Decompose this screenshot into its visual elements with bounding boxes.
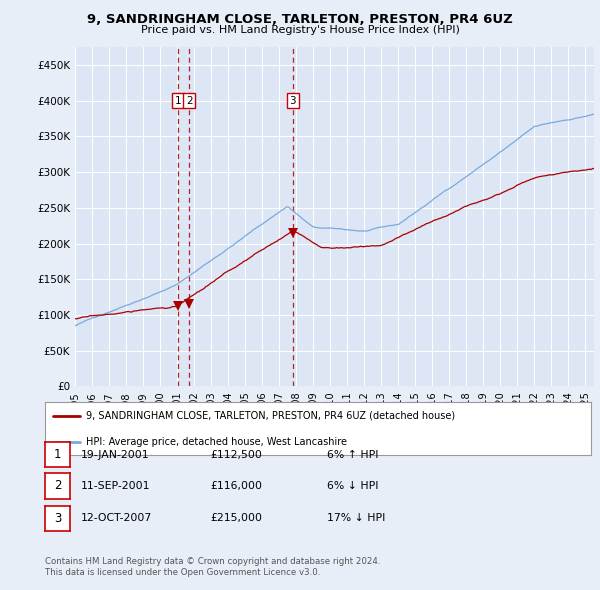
Text: 9, SANDRINGHAM CLOSE, TARLETON, PRESTON, PR4 6UZ: 9, SANDRINGHAM CLOSE, TARLETON, PRESTON,… [87, 13, 513, 26]
Text: 11-SEP-2001: 11-SEP-2001 [81, 481, 151, 491]
Text: Contains HM Land Registry data © Crown copyright and database right 2024.: Contains HM Land Registry data © Crown c… [45, 558, 380, 566]
Text: 2: 2 [54, 479, 61, 493]
Text: £112,500: £112,500 [210, 450, 262, 460]
Text: £116,000: £116,000 [210, 481, 262, 491]
Text: 3: 3 [289, 96, 296, 106]
Text: 1: 1 [54, 448, 61, 461]
Text: 12-OCT-2007: 12-OCT-2007 [81, 513, 152, 523]
Text: 3: 3 [54, 512, 61, 525]
Text: 19-JAN-2001: 19-JAN-2001 [81, 450, 149, 460]
Text: £215,000: £215,000 [210, 513, 262, 523]
Text: 17% ↓ HPI: 17% ↓ HPI [327, 513, 385, 523]
Text: 6% ↑ HPI: 6% ↑ HPI [327, 450, 379, 460]
Text: 2: 2 [186, 96, 193, 106]
Text: Price paid vs. HM Land Registry's House Price Index (HPI): Price paid vs. HM Land Registry's House … [140, 25, 460, 35]
Text: 1: 1 [175, 96, 181, 106]
Text: This data is licensed under the Open Government Licence v3.0.: This data is licensed under the Open Gov… [45, 568, 320, 577]
Text: HPI: Average price, detached house, West Lancashire: HPI: Average price, detached house, West… [86, 437, 347, 447]
Text: 6% ↓ HPI: 6% ↓ HPI [327, 481, 379, 491]
Text: 9, SANDRINGHAM CLOSE, TARLETON, PRESTON, PR4 6UZ (detached house): 9, SANDRINGHAM CLOSE, TARLETON, PRESTON,… [86, 411, 455, 421]
